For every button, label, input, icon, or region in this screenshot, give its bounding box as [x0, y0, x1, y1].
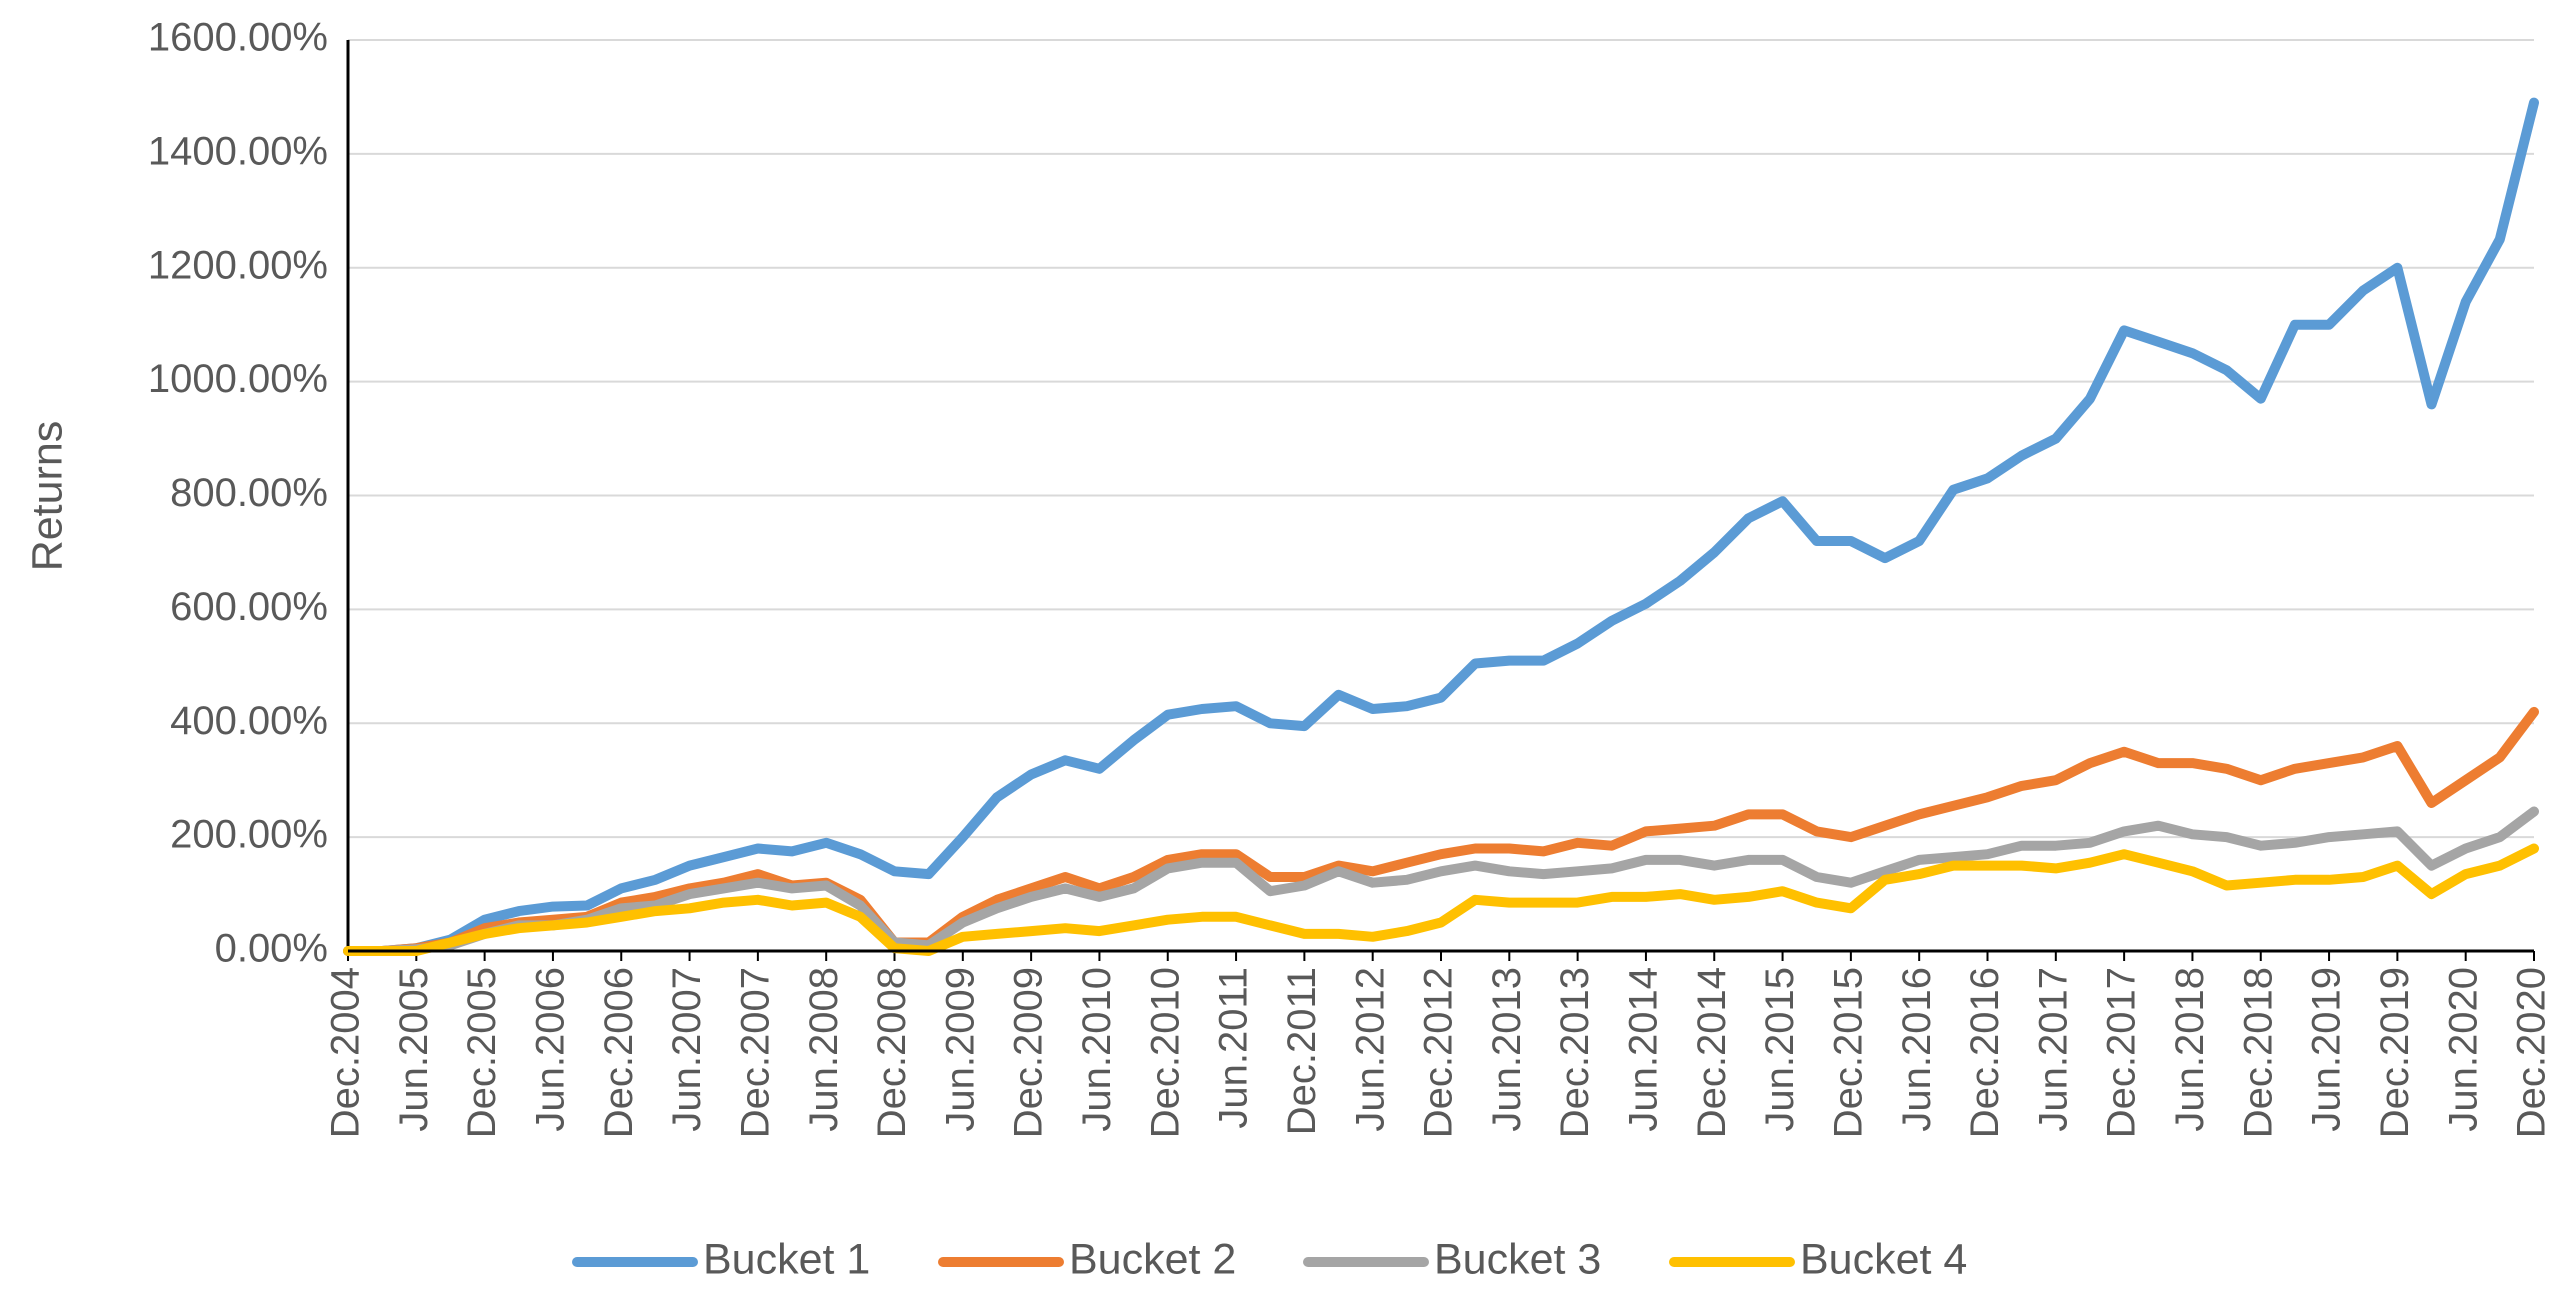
y-tick-label: 800.00%: [170, 471, 328, 515]
legend-label: Bucket 4: [1800, 1235, 1967, 1283]
x-tick-label: Jun.2014: [1622, 967, 1666, 1132]
y-tick-label: 400.00%: [170, 699, 328, 743]
x-tick-label: Jun.2005: [392, 967, 436, 1132]
x-tick-label: Dec.2007: [733, 967, 777, 1138]
x-tick-label: Jun.2006: [529, 967, 573, 1132]
y-tick-label: 1600.00%: [148, 16, 328, 60]
x-tick-label: Jun.2007: [665, 967, 709, 1132]
x-tick-label: Jun.2016: [1895, 967, 1939, 1132]
x-tick-label: Jun.2010: [1075, 967, 1119, 1132]
x-tick-label: Dec.2019: [2373, 967, 2417, 1138]
x-tick-label: Dec.2011: [1280, 967, 1324, 1135]
y-tick-label: 1400.00%: [148, 129, 328, 173]
legend-label: Bucket 2: [1069, 1235, 1236, 1283]
data-line: [343, 706, 2539, 956]
x-tick-label: Dec.2013: [1553, 967, 1597, 1138]
x-tick-label: Jun.2020: [2441, 967, 2485, 1132]
x-tick-label: Dec.2009: [1007, 967, 1051, 1138]
x-tick-label: Jun.2008: [802, 967, 846, 1132]
x-tick-label: Jun.2009: [938, 967, 982, 1132]
data-line: [343, 806, 2539, 956]
x-tick-label: Jun.2011: [1212, 967, 1256, 1129]
x-tick-label: Dec.2005: [460, 967, 504, 1138]
x-tick-label: Dec.2012: [1417, 967, 1461, 1138]
data-line: [343, 97, 2539, 956]
y-axis-title: Returns: [23, 421, 71, 572]
y-tick-label: 0.00%: [215, 927, 328, 971]
data-line: [343, 843, 2539, 956]
x-tick-label: Jun.2017: [2031, 967, 2075, 1132]
y-tick-label: 1000.00%: [148, 357, 328, 401]
y-tick-label: 600.00%: [170, 585, 328, 629]
x-tick-label: Dec.2006: [597, 967, 641, 1138]
x-tick-label: Jun.2019: [2305, 967, 2349, 1132]
x-tick-label: Jun.2018: [2168, 967, 2212, 1132]
y-tick-label: 200.00%: [170, 813, 328, 857]
legend-label: Bucket 1: [703, 1235, 870, 1283]
x-tick-label: Dec.2015: [1826, 967, 1870, 1138]
x-tick-label: Dec.2018: [2236, 967, 2280, 1138]
x-tick-label: Dec.2014: [1690, 967, 1734, 1138]
x-tick-label: Dec.2004: [324, 967, 368, 1138]
x-tick-label: Dec.2020: [2510, 967, 2554, 1138]
x-tick-label: Jun.2013: [1485, 967, 1529, 1132]
legend-label: Bucket 3: [1434, 1235, 1601, 1283]
x-tick-label: Jun.2012: [1348, 967, 1392, 1132]
x-tick-label: Dec.2010: [1143, 967, 1187, 1138]
x-tick-label: Dec.2008: [870, 967, 914, 1138]
x-tick-label: Dec.2017: [2100, 967, 2144, 1138]
x-tick-label: Dec.2016: [1963, 967, 2007, 1138]
x-tick-label: Jun.2015: [1758, 967, 1802, 1132]
y-tick-label: 1200.00%: [148, 243, 328, 287]
